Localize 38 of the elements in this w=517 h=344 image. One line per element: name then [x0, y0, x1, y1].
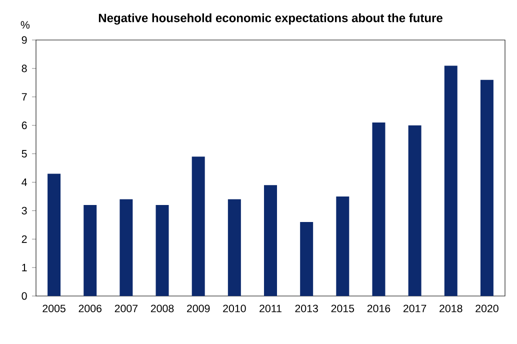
bar: [480, 80, 494, 296]
bar: [156, 204, 169, 296]
bar: [300, 222, 314, 296]
x-tick-label: 2010: [223, 304, 246, 312]
x-tick-label: 2006: [78, 304, 102, 312]
y-tick-label: 2: [22, 235, 27, 243]
x-tick-label: 2011: [260, 304, 282, 312]
chart-title: Negative household economic expectations about the future: [98, 13, 442, 25]
x-tick-label: 2009: [187, 304, 210, 312]
y-tick-label: 0: [22, 292, 27, 300]
bar: [192, 156, 205, 296]
y-tick-label: 6: [22, 122, 27, 130]
x-tick-label: 2008: [150, 304, 174, 312]
bar: [228, 199, 241, 296]
bar: [336, 196, 350, 296]
y-tick-label: 7: [22, 93, 27, 101]
bar: [84, 204, 97, 296]
x-tick-label: 2017: [403, 304, 426, 312]
x-tick-label: 2013: [295, 304, 318, 312]
bar: [120, 199, 133, 296]
x-tick-label: 2007: [114, 304, 138, 312]
x-tick-label: 2016: [367, 304, 390, 312]
x-tick-label: 2018: [440, 304, 462, 312]
x-tick-label: 2020: [476, 304, 498, 312]
y-axis-title: %: [20, 21, 30, 29]
bar: [48, 174, 61, 296]
x-tick-label: 2015: [331, 304, 354, 312]
bar: [372, 122, 386, 296]
y-tick-label: 1: [22, 264, 27, 272]
y-tick-label: 9: [22, 36, 27, 44]
bar: [264, 185, 277, 296]
y-tick-label: 4: [22, 178, 27, 186]
y-tick-label: 3: [22, 206, 27, 214]
bar: [408, 125, 422, 296]
x-tick-label: 2005: [42, 304, 66, 312]
y-tick-label: 8: [22, 64, 27, 72]
y-tick-label: 5: [22, 150, 27, 158]
bar: [444, 66, 458, 296]
